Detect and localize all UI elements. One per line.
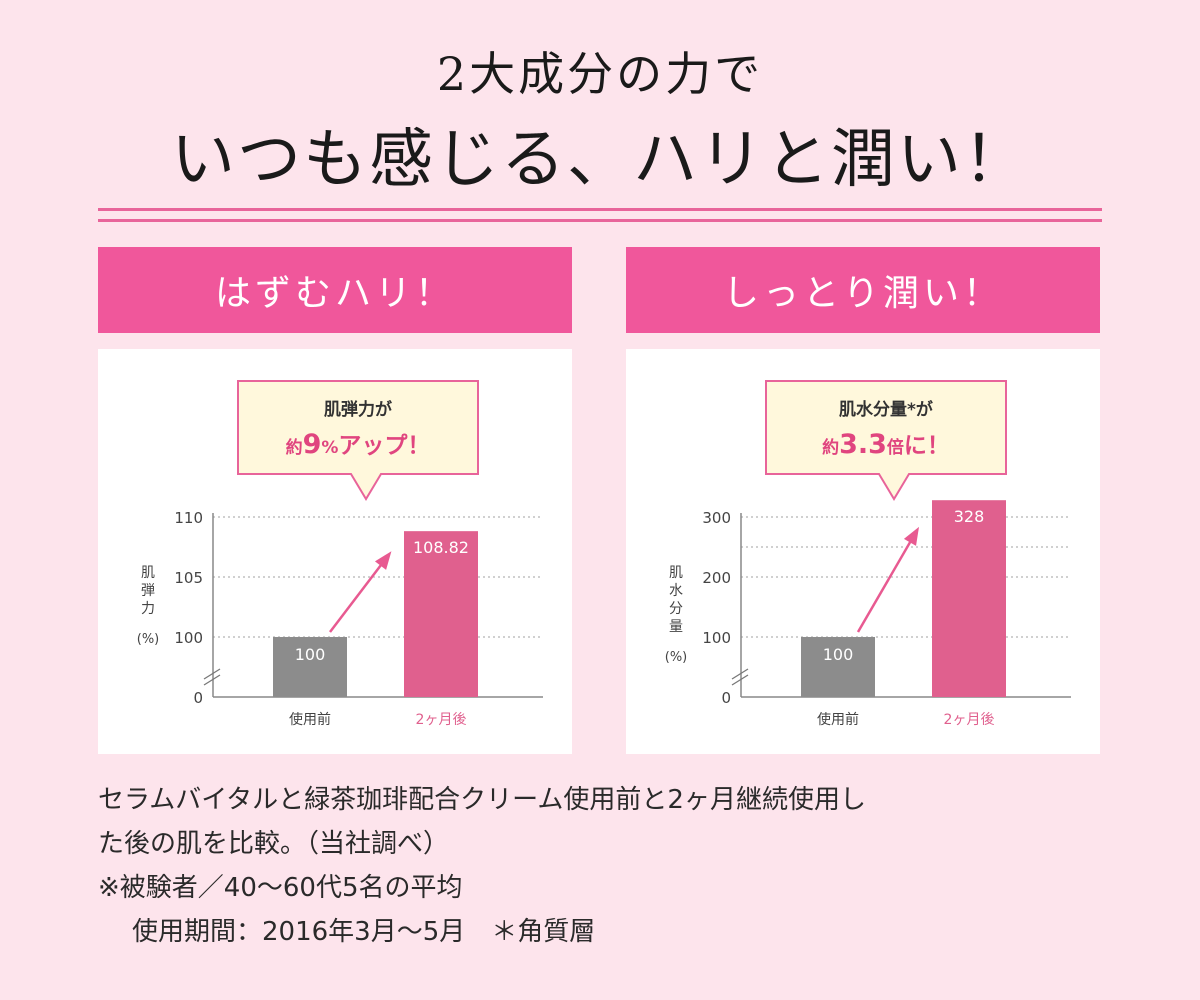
footnote-line: 使用期間：2016年3月〜5月 ＊角質層 [132, 917, 596, 947]
headline-line1: 2大成分の力で [436, 47, 764, 101]
y-axis-unit: (%) [665, 650, 688, 665]
callout-box [765, 380, 1007, 501]
x-tick-label: 2ヶ月後 [416, 712, 467, 728]
axis-break-mark [731, 668, 749, 680]
y-axis-label-char: 弾 [141, 583, 155, 599]
panel-header-firmness: はずむハリ！ [98, 247, 572, 333]
callout-box [237, 380, 479, 501]
bar-value-label: 100 [823, 645, 854, 664]
axis-break-mark [731, 674, 749, 686]
trend-arrow-head [903, 526, 920, 546]
trend-arrow-line [329, 553, 390, 633]
y-tick-label: 300 [702, 509, 731, 527]
bar-value-label: 328 [954, 507, 985, 526]
divider-bottom [98, 219, 1102, 222]
x-tick-label: 使用前 [817, 711, 859, 728]
y-tick-label: 0 [721, 689, 731, 707]
y-axis-label-char: 力 [141, 601, 155, 617]
y-axis-label-char: 分 [669, 601, 683, 617]
y-tick-label: 110 [174, 509, 203, 527]
y-axis-label-char: 肌 [669, 565, 683, 581]
bar-before [801, 637, 875, 697]
y-tick-label: 100 [174, 629, 203, 647]
callout-line1: 肌弾力が [324, 399, 392, 420]
footnote-line: ※被験者／40〜60代5名の平均 [98, 873, 463, 903]
moisture-chart: 肌水分量*が約3.3倍に！ 0 100 200 300 肌水分量 (%) 100 使用前 328 2… [665, 380, 1071, 728]
bar-before [273, 637, 347, 697]
y-axis-label-char: 肌 [141, 565, 155, 581]
chart-panel-firmness: 肌弾力が約9%アップ！ 0 100 105 110 肌弾力 (%) 100 使用前 108.82 2… [98, 349, 572, 754]
chart-panel-moisture: 肌水分量*が約3.3倍に！ 0 100 200 300 肌水分量 (%) 100 使用前 328 2… [626, 349, 1100, 754]
axis-break-mark [203, 674, 221, 686]
bar-value-label: 100 [295, 645, 326, 664]
panel-header-moisture: しっとり潤い！ [626, 247, 1100, 333]
footnotes: セラムバイタルと緑茶珈琲配合クリーム使用前と2ヶ月継続使用し た後の肌を比較。（… [98, 778, 1108, 954]
y-tick-label: 0 [193, 689, 203, 707]
bar-value-label: 108.82 [413, 538, 469, 557]
trend-arrow-line [856, 529, 919, 633]
headline-line2: いつも感じる、ハリと潤い！ [171, 123, 1029, 197]
trend-arrow-head [374, 551, 392, 570]
bar-after [932, 500, 1006, 697]
bar-after [404, 531, 478, 697]
divider-top [98, 208, 1102, 211]
y-tick-label: 100 [702, 629, 731, 647]
footnote-line: セラムバイタルと緑茶珈琲配合クリーム使用前と2ヶ月継続使用し [98, 785, 866, 815]
y-axis-unit: (%) [137, 632, 160, 647]
callout-line1: 肌水分量*が [839, 399, 933, 420]
y-tick-label: 200 [702, 569, 731, 587]
x-tick-label: 使用前 [289, 711, 331, 728]
x-tick-label: 2ヶ月後 [944, 712, 995, 728]
y-axis-label-char: 量 [669, 619, 683, 635]
callout-line2: 約3.3倍に！ [822, 429, 950, 460]
axis-break-mark [203, 668, 221, 680]
y-tick-label: 105 [174, 569, 203, 587]
y-axis-label-char: 水 [669, 583, 683, 599]
callout-line2: 約9%アップ！ [286, 429, 431, 460]
footnote-line: た後の肌を比較。（当社調べ） [98, 829, 450, 859]
